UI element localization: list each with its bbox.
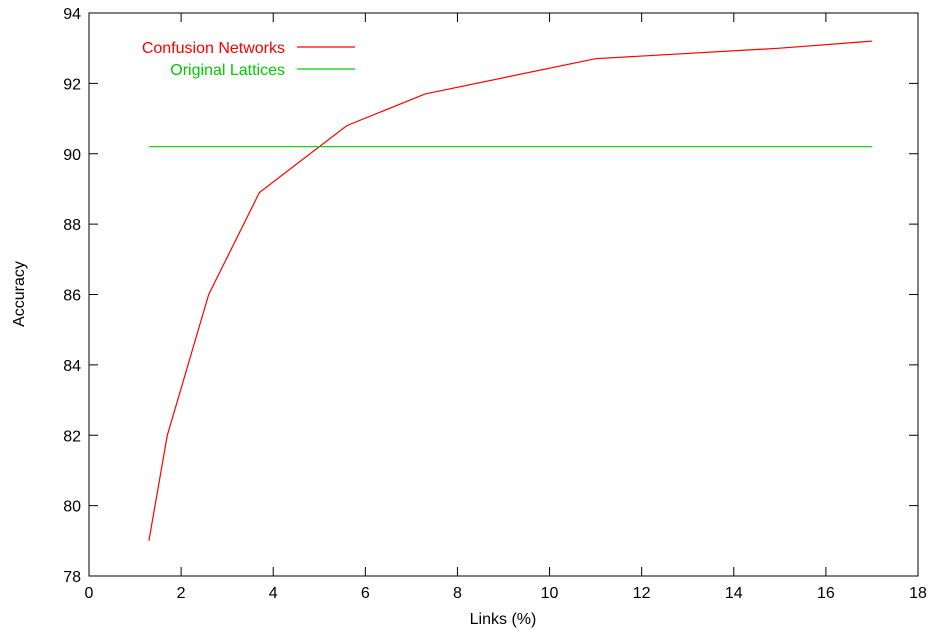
legend-label: Original Lattices (170, 62, 285, 79)
y-tick-label: 88 (63, 217, 81, 234)
y-tick-label: 82 (63, 428, 81, 445)
legend: Confusion Networks Original Lattices (142, 40, 355, 79)
x-tick-label: 6 (361, 585, 370, 602)
y-tick-label: 86 (63, 288, 81, 305)
x-axis-label: Links (%) (470, 611, 537, 628)
y-tick-label: 94 (63, 6, 81, 23)
y-tick-label: 80 (63, 499, 81, 516)
legend-label: Confusion Networks (142, 40, 285, 57)
plot-frame (88, 12, 919, 577)
x-tick-label: 12 (633, 585, 651, 602)
series-layer (148, 40, 872, 541)
x-tick-label: 16 (817, 585, 835, 602)
axis-ticks: 0 2 4 6 8 10 12 14 16 18 78 80 82 84 86 88 90 92 94 (63, 6, 927, 602)
y-tick-label: 90 (63, 147, 81, 164)
x-tick-label: 18 (909, 585, 927, 602)
y-tick-label: 78 (63, 569, 81, 586)
y-tick-label: 92 (63, 76, 81, 93)
series-line-confusion-networks (148, 40, 872, 541)
y-axis-label: Accuracy (11, 261, 28, 327)
x-tick-label: 8 (453, 585, 462, 602)
x-tick-label: 4 (269, 585, 278, 602)
x-tick-label: 10 (541, 585, 559, 602)
x-tick-label: 0 (85, 585, 94, 602)
x-tick-label: 14 (725, 585, 743, 602)
y-tick-label: 84 (63, 358, 81, 375)
x-tick-label: 2 (177, 585, 186, 602)
